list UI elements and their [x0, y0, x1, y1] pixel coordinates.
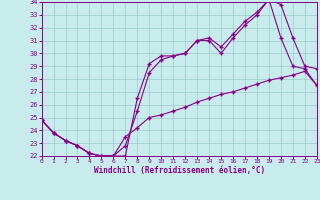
- X-axis label: Windchill (Refroidissement éolien,°C): Windchill (Refroidissement éolien,°C): [94, 166, 265, 175]
